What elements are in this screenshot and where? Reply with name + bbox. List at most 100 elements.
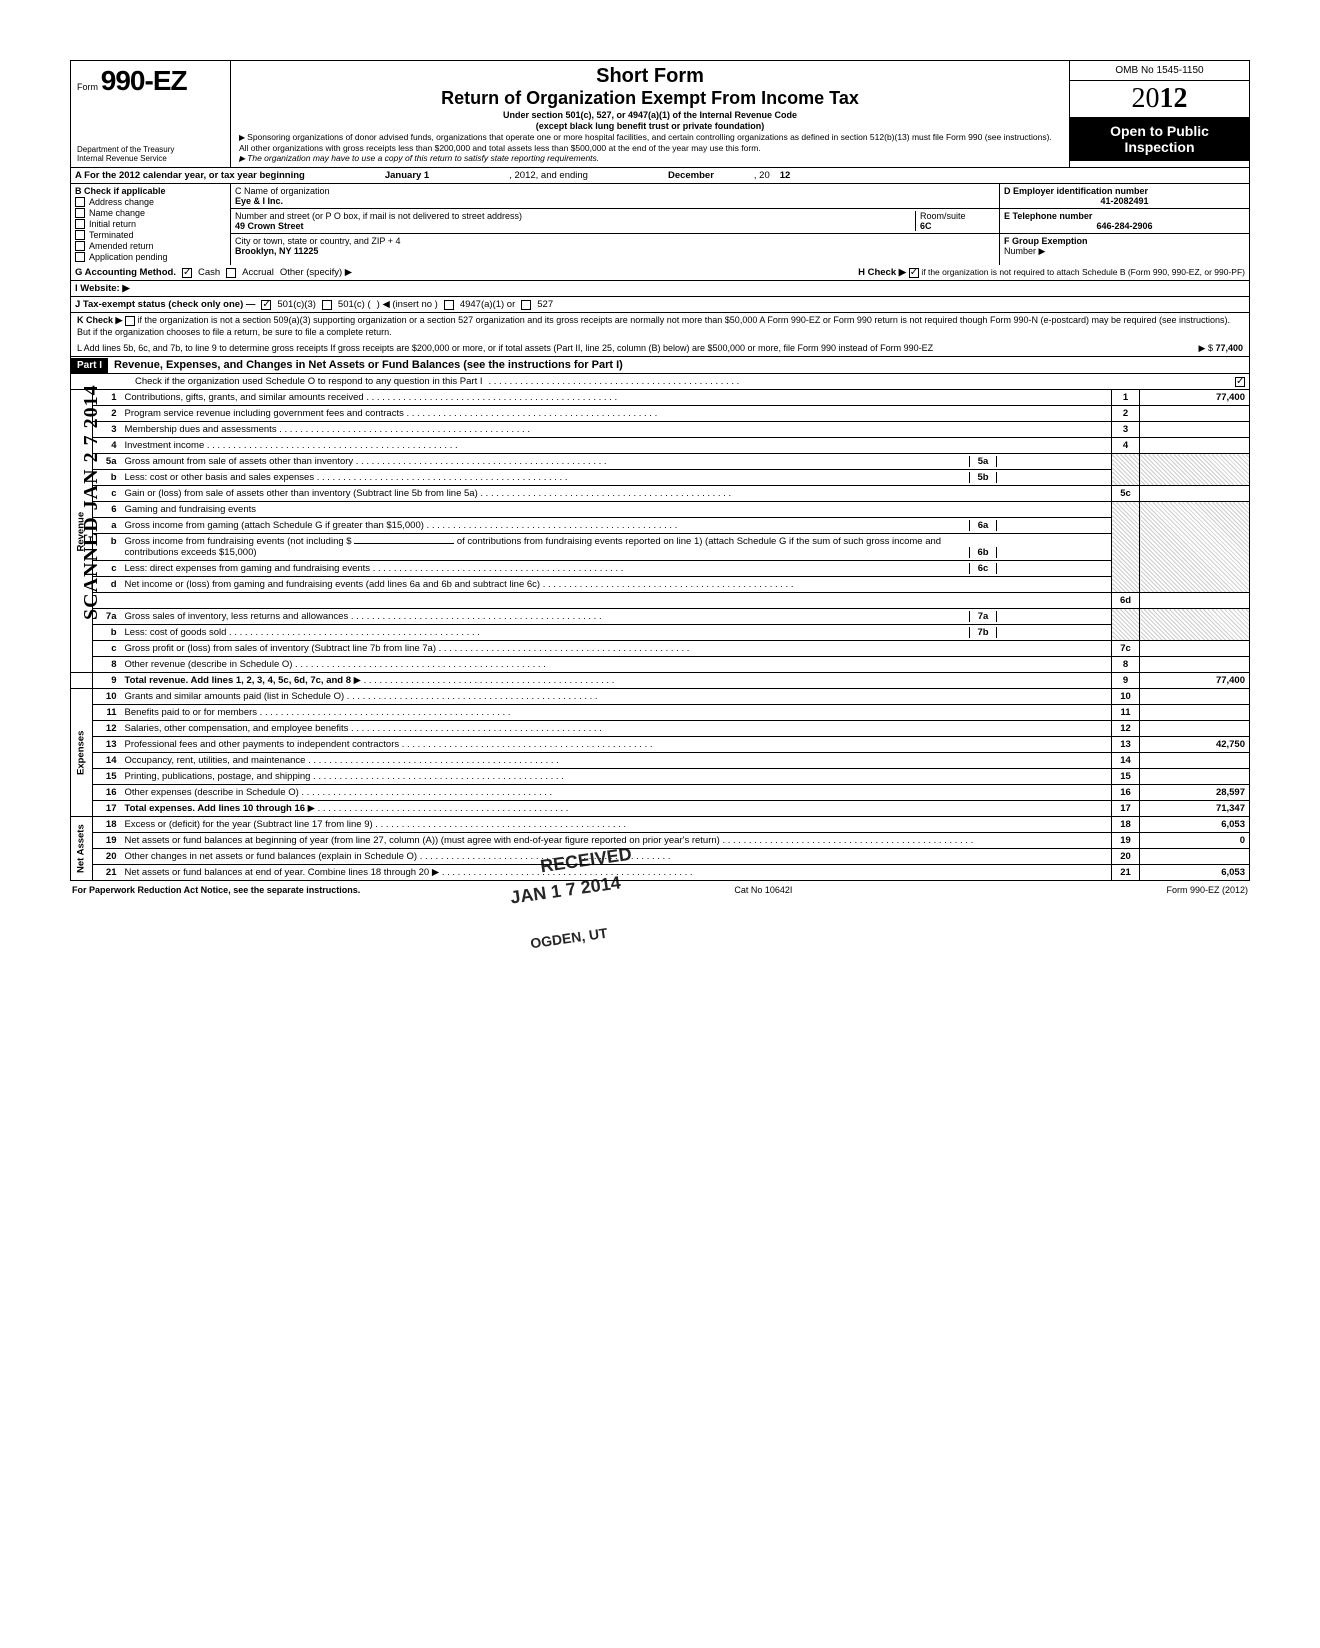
j-d: 4947(a)(1) or: [460, 299, 515, 310]
part1-badge: Part I: [71, 358, 108, 373]
l9-bn: 9: [1112, 673, 1140, 689]
l16-n: 16: [93, 785, 121, 801]
chk-501c[interactable]: [322, 300, 332, 310]
chk-527[interactable]: [521, 300, 531, 310]
l4-d: Investment income: [125, 440, 205, 451]
subtitle-1: Under section 501(c), 527, or 4947(a)(1)…: [239, 110, 1061, 120]
omb-number: OMB No 1545-1150: [1070, 61, 1249, 81]
chk-amended[interactable]: [75, 241, 85, 251]
l11-n: 11: [93, 705, 121, 721]
l3-d: Membership dues and assessments: [125, 424, 277, 435]
side-revenue: Revenue: [71, 390, 93, 673]
subtitle-2: (except black lung benefit trust or priv…: [239, 121, 1061, 131]
l2-bn: 2: [1112, 406, 1140, 422]
chk-initial[interactable]: [75, 219, 85, 229]
form-number: 990-EZ: [101, 65, 187, 96]
j-e: 527: [537, 299, 553, 310]
l6d-v: [1140, 593, 1250, 609]
b-item-2: Initial return: [89, 219, 136, 229]
l8-d: Other revenue (describe in Schedule O): [125, 659, 293, 670]
f-label: F Group Exemption: [1004, 236, 1088, 246]
l18-n: 18: [93, 817, 121, 833]
l17-d: Total expenses. Add lines 10 through 16: [125, 803, 306, 814]
g-label: G Accounting Method.: [75, 267, 176, 278]
chk-h[interactable]: [909, 268, 919, 278]
l15-bn: 15: [1112, 769, 1140, 785]
f-label2: Number ▶: [1004, 246, 1245, 257]
l12-bn: 12: [1112, 721, 1140, 737]
l19-v: 0: [1140, 833, 1250, 849]
l6-d: Gaming and fundraising events: [125, 504, 257, 515]
row-a-end-month: December: [668, 170, 714, 181]
l18-v: 6,053: [1140, 817, 1250, 833]
l7b-n: b: [93, 625, 121, 641]
l14-bn: 14: [1112, 753, 1140, 769]
l21-v: 6,053: [1140, 865, 1250, 881]
l1-d: Contributions, gifts, grants, and simila…: [125, 392, 364, 403]
l1-v: 77,400: [1140, 390, 1250, 406]
l11-bn: 11: [1112, 705, 1140, 721]
l12-d: Salaries, other compensation, and employ…: [125, 723, 349, 734]
chk-4947[interactable]: [444, 300, 454, 310]
l17-v: 71,347: [1140, 801, 1250, 817]
h-label: H Check ▶: [858, 267, 906, 278]
part1-header: Part I Revenue, Expenses, and Changes in…: [70, 357, 1250, 374]
l20-v: [1140, 849, 1250, 865]
c-label: C Name of organization: [235, 186, 995, 196]
title-short-form: Short Form: [239, 65, 1061, 88]
l7c-d: Gross profit or (loss) from sales of inv…: [125, 643, 437, 654]
row-a-mid: , 2012, and ending: [509, 170, 588, 181]
footer-mid: Cat No 10642I: [734, 885, 792, 895]
l2-v: [1140, 406, 1250, 422]
l13-n: 13: [93, 737, 121, 753]
chk-terminated[interactable]: [75, 230, 85, 240]
b-item-5: Application pending: [89, 252, 168, 262]
l6a-sn: 6a: [969, 520, 997, 531]
page-footer: For Paperwork Reduction Act Notice, see …: [70, 881, 1250, 899]
j-a: 501(c)(3): [277, 299, 316, 310]
chk-accrual[interactable]: [226, 268, 236, 278]
l12-n: 12: [93, 721, 121, 737]
l6d-bn: 6d: [1112, 593, 1140, 609]
g-accrual: Accrual: [242, 267, 274, 278]
year-bold: 12: [1160, 83, 1188, 114]
l20-d: Other changes in net assets or fund bala…: [125, 851, 418, 862]
form-header: Form 990-EZ Department of the Treasury I…: [70, 60, 1250, 168]
l9-v: 77,400: [1140, 673, 1250, 689]
chk-cash[interactable]: [182, 268, 192, 278]
chk-schedule-o[interactable]: [1235, 377, 1245, 387]
row-a: A For the 2012 calendar year, or tax yea…: [70, 168, 1250, 184]
row-a-begin: January 1: [385, 170, 429, 181]
l10-n: 10: [93, 689, 121, 705]
l12-v: [1140, 721, 1250, 737]
d-label: D Employer identification number: [1004, 186, 1148, 196]
title-return: Return of Organization Exempt From Incom…: [239, 88, 1061, 109]
l8-bn: 8: [1112, 657, 1140, 673]
chk-k[interactable]: [125, 316, 135, 326]
l9-n: 9: [93, 673, 121, 689]
h-text: if the organization is not required to a…: [921, 267, 1245, 277]
addr-label: Number and street (or P O box, if mail i…: [235, 211, 915, 221]
lines-table: Revenue 1 Contributions, gifts, grants, …: [70, 390, 1250, 881]
e-label: E Telephone number: [1004, 211, 1092, 221]
l3-bn: 3: [1112, 422, 1140, 438]
l6a-d: Gross income from gaming (attach Schedul…: [125, 520, 424, 531]
l-text: L Add lines 5b, 6c, and 7b, to line 9 to…: [77, 343, 1093, 355]
l21-bn: 21: [1112, 865, 1140, 881]
dept-irs: Internal Revenue Service: [77, 155, 224, 164]
row-a-suffix: , 20: [754, 170, 770, 181]
stamp-ogden: OGDEN, UT: [529, 925, 608, 952]
chk-pending[interactable]: [75, 252, 85, 262]
header-note-2: The organization may have to use a copy …: [247, 153, 599, 163]
footer-left: For Paperwork Reduction Act Notice, see …: [72, 885, 360, 895]
chk-501c3[interactable]: [261, 300, 271, 310]
chk-name[interactable]: [75, 208, 85, 218]
org-city: Brooklyn, NY 11225: [235, 246, 318, 256]
chk-address[interactable]: [75, 197, 85, 207]
ein-value: 41-2082491: [1004, 196, 1245, 206]
k-text: if the organization is not a section 509…: [77, 315, 1230, 337]
b-item-1: Name change: [89, 208, 145, 218]
open-public-1: Open to Public: [1074, 123, 1245, 139]
l4-v: [1140, 438, 1250, 454]
year-prefix: 20: [1132, 83, 1160, 114]
